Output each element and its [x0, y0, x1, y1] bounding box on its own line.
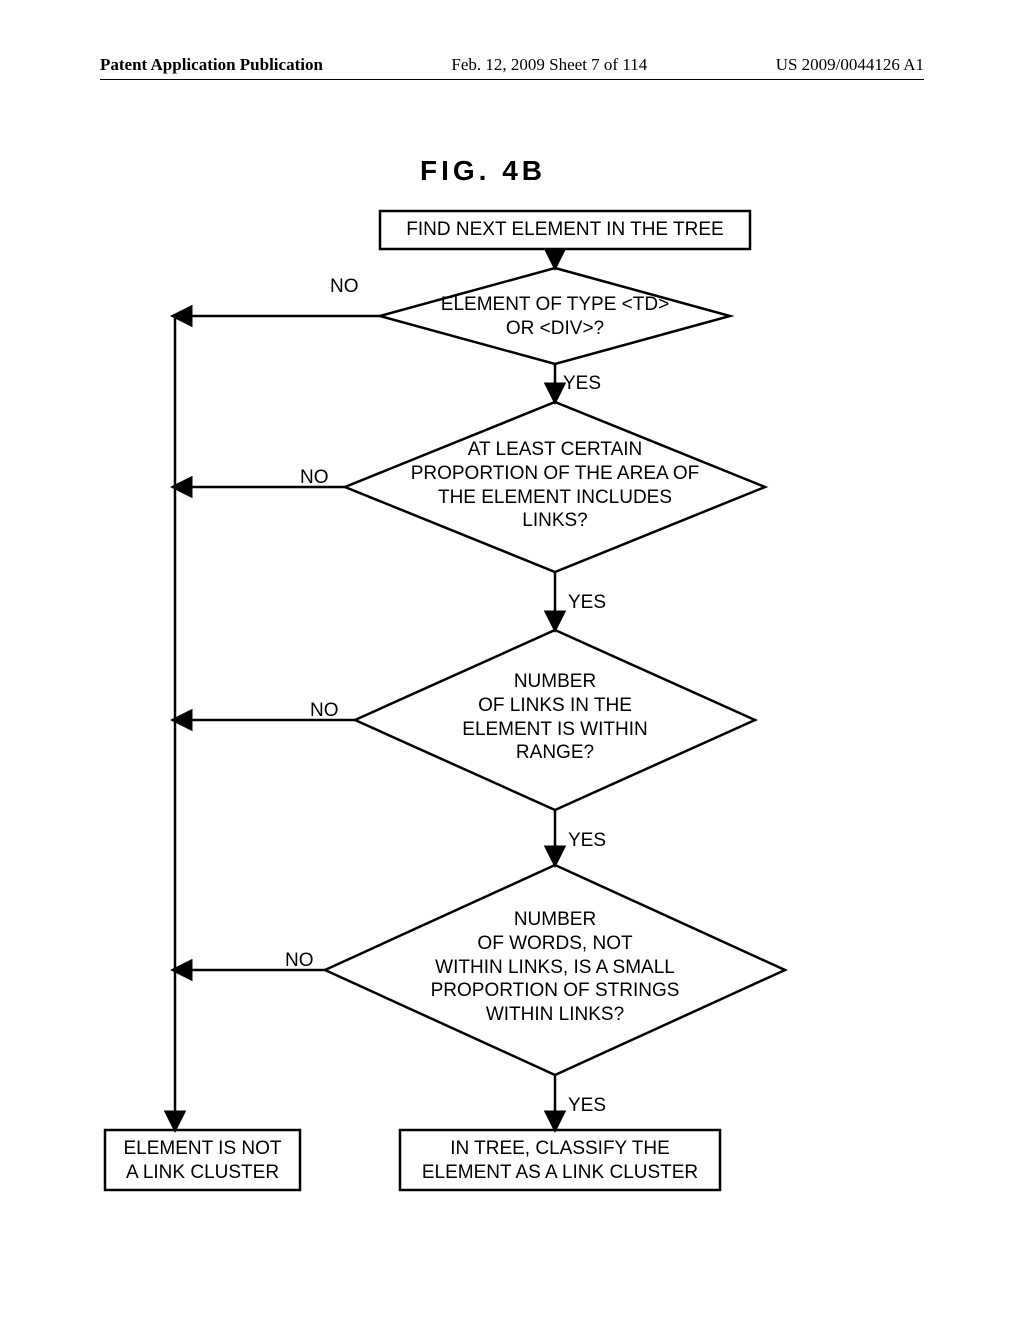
flowchart-svg	[0, 0, 1024, 1320]
label-d1-yes: YES	[563, 373, 601, 395]
node-d4-text: NUMBEROF WORDS, NOTWITHIN LINKS, IS A SM…	[365, 908, 745, 1027]
node-no-box-text: ELEMENT IS NOTA LINK CLUSTER	[105, 1137, 300, 1185]
label-d4-no: NO	[285, 950, 314, 972]
node-yes-box-text: IN TREE, CLASSIFY THEELEMENT AS A LINK C…	[400, 1137, 720, 1185]
node-d2-text: AT LEAST CERTAINPROPORTION OF THE AREA O…	[385, 438, 725, 533]
label-d2-yes: YES	[568, 592, 606, 614]
node-start-text: FIND NEXT ELEMENT IN THE TREE	[380, 218, 750, 242]
label-d3-no: NO	[310, 700, 339, 722]
label-d1-no: NO	[330, 276, 359, 298]
node-d3-text: NUMBEROF LINKS IN THEELEMENT IS WITHINRA…	[400, 670, 710, 765]
node-d1-text: ELEMENT OF TYPE <TD>OR <DIV>?	[405, 293, 705, 341]
label-d3-yes: YES	[568, 830, 606, 852]
label-d2-no: NO	[300, 467, 329, 489]
label-d4-yes: YES	[568, 1095, 606, 1117]
